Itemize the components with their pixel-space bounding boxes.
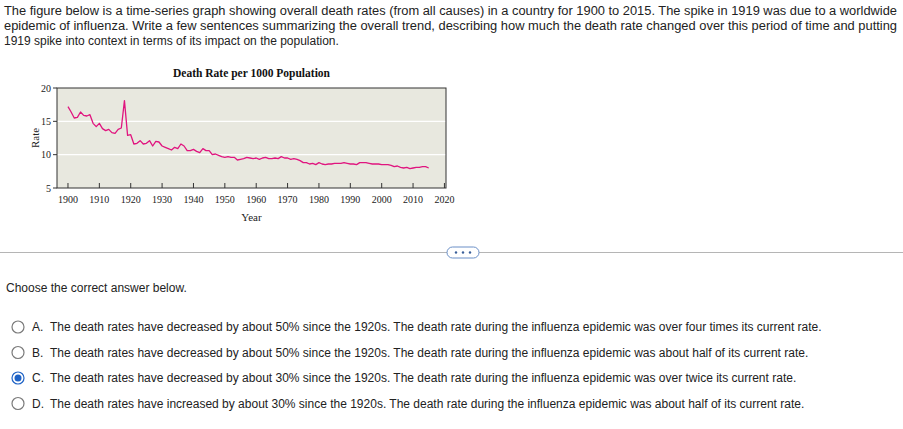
expand-button[interactable] bbox=[447, 247, 479, 258]
grid-line bbox=[57, 154, 446, 155]
x-tick-label: 2000 bbox=[372, 194, 392, 205]
x-tick-label: 1980 bbox=[309, 194, 329, 205]
x-tick bbox=[162, 183, 163, 188]
grid-line bbox=[57, 121, 446, 122]
option-letter: A. bbox=[32, 320, 43, 334]
series-group bbox=[68, 101, 429, 169]
x-tick bbox=[99, 183, 100, 188]
question-line: 1919 spike into context in terms of its … bbox=[4, 34, 339, 48]
y-tick bbox=[53, 154, 57, 155]
option-text: The death rates have decreased by about … bbox=[50, 371, 796, 385]
option[interactable]: A. The death rates have decreased by abou… bbox=[12, 320, 822, 334]
plot-area bbox=[57, 88, 446, 188]
chart: Death Rate per 1000 Population 5 10 15 20 190… bbox=[29, 67, 454, 223]
x-tick-label: 1970 bbox=[278, 194, 298, 205]
radio-button[interactable] bbox=[12, 321, 24, 333]
radio-button[interactable] bbox=[12, 398, 24, 410]
option[interactable]: B. The death rates have decreased by abou… bbox=[12, 346, 808, 360]
radio-button[interactable] bbox=[12, 372, 24, 384]
y-tick-label: 5 bbox=[46, 183, 51, 194]
x-tick-label: 1960 bbox=[246, 194, 266, 205]
y-tick-label: 10 bbox=[41, 149, 51, 160]
radio-selected bbox=[15, 375, 22, 382]
y-tick bbox=[53, 188, 57, 189]
x-tick bbox=[413, 183, 414, 188]
death-rate-line bbox=[68, 101, 429, 169]
x-tick bbox=[287, 183, 288, 188]
y-tick-label: 15 bbox=[41, 116, 51, 127]
x-tick bbox=[350, 183, 351, 188]
option[interactable]: D. The death rates have increased by abou… bbox=[12, 397, 804, 411]
y-axis-label: Rate bbox=[29, 128, 41, 148]
y-tick bbox=[53, 121, 57, 122]
expand-dot bbox=[462, 251, 464, 253]
x-tick bbox=[67, 183, 68, 188]
x-tick-label: 1930 bbox=[152, 194, 172, 205]
question-line: The figure below is a time-series graph … bbox=[4, 4, 897, 18]
plot-frame bbox=[57, 88, 446, 188]
option-letter: C. bbox=[32, 371, 44, 385]
x-tick-label: 1900 bbox=[58, 194, 78, 205]
option-text: The death rates have decreased by about … bbox=[50, 346, 808, 360]
prompt: Choose the correct answer below. bbox=[6, 281, 187, 295]
x-tick-label: 1940 bbox=[183, 194, 203, 205]
chart-title: Death Rate per 1000 Population bbox=[173, 67, 331, 80]
expand-dot bbox=[455, 251, 457, 253]
x-tick bbox=[224, 183, 225, 188]
x-tick bbox=[256, 183, 257, 188]
option-letter: D. bbox=[32, 397, 44, 411]
x-tick-label: 2010 bbox=[403, 194, 423, 205]
y-tick-label: 20 bbox=[41, 83, 51, 94]
x-tick-label: 1910 bbox=[89, 194, 109, 205]
x-tick bbox=[381, 183, 382, 188]
question-line: epidemic of influenza. Write a few sente… bbox=[4, 19, 897, 33]
y-tick bbox=[53, 88, 57, 89]
radio-button[interactable] bbox=[12, 347, 24, 359]
option-letter: B. bbox=[32, 346, 43, 360]
option-text: The death rates have increased by about … bbox=[50, 397, 804, 411]
x-tick bbox=[444, 183, 445, 188]
x-tick-label: 1920 bbox=[121, 194, 141, 205]
expand-dot bbox=[469, 251, 471, 253]
page: The figure below is a time-series graph … bbox=[0, 0, 903, 429]
x-tick bbox=[130, 183, 131, 188]
option[interactable]: C. The death rates have decreased by abou… bbox=[12, 371, 796, 385]
x-tick bbox=[193, 183, 194, 188]
option-text: The death rates have decreased by about … bbox=[50, 320, 822, 334]
x-tick bbox=[318, 183, 319, 188]
x-tick-label: 1950 bbox=[215, 194, 235, 205]
x-tick-label: 2020 bbox=[434, 194, 454, 205]
x-axis-label: Year bbox=[241, 211, 262, 223]
x-tick-label: 1990 bbox=[340, 194, 360, 205]
